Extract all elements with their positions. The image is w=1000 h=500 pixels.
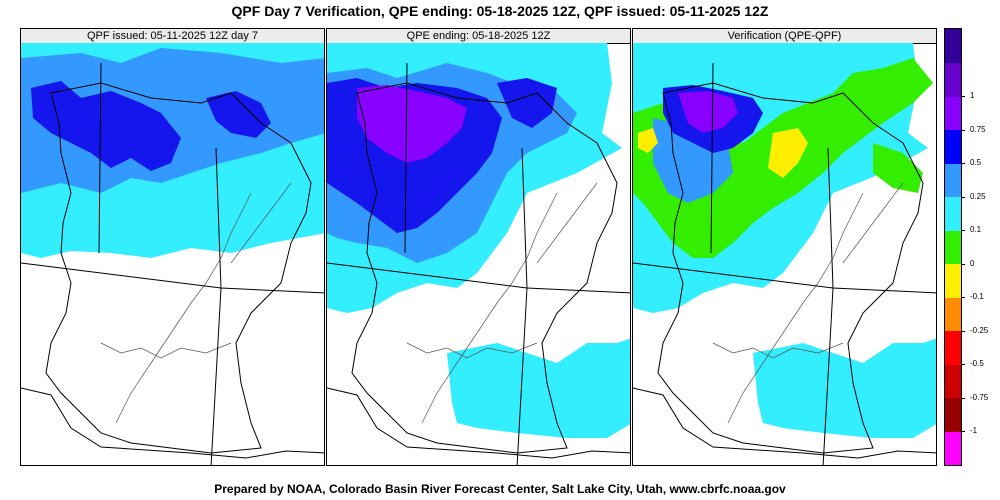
legend-tick-mark (961, 397, 965, 399)
verification-map (633, 43, 936, 465)
state-boundary (21, 387, 324, 459)
heavy-precip-area-east (497, 78, 557, 128)
legend-tick-label: 1 (970, 91, 975, 101)
legend-tick-label: 0 (970, 258, 975, 268)
legend-tick-mark (961, 129, 965, 131)
positive-mid-diff-west (638, 128, 658, 153)
extreme-precip-area (357, 85, 467, 163)
legend-swatch (945, 196, 961, 231)
river-line (712, 342, 844, 359)
rivers (406, 182, 598, 424)
basin-boundaries (21, 62, 324, 465)
legend-tick-mark (961, 196, 965, 198)
footer-credit: Prepared by NOAA, Colorado Basin River F… (214, 482, 786, 496)
precip-field (21, 43, 324, 258)
precip-field (327, 43, 630, 438)
state-boundary (633, 387, 936, 459)
river-line (230, 182, 292, 264)
legend-tick-mark (961, 163, 965, 165)
qpe-panel-header: QPE ending: 05-18-2025 12Z (327, 29, 630, 44)
verification-panel-header: Verification (QPE-QPF) (633, 29, 936, 44)
legend-tick-label: -0.25 (970, 325, 989, 335)
legend-tick-label: -0.1 (970, 292, 984, 302)
legend-swatch (945, 62, 961, 97)
legend-swatch (945, 364, 961, 399)
river-line (842, 182, 904, 264)
basin-boundary (45, 82, 312, 454)
qpf-panel: QPF issued: 05-11-2025 12Z day 7 (20, 28, 325, 466)
qpf-panel-header: QPF issued: 05-11-2025 12Z day 7 (21, 29, 324, 44)
basin-boundaries (633, 62, 936, 465)
legend-swatch (945, 431, 961, 466)
positive-small-diff-east (873, 143, 923, 193)
state-boundary (210, 147, 222, 465)
legend-tick-mark (961, 96, 965, 98)
legend-swatch (945, 330, 961, 365)
basin-boundary (351, 82, 618, 454)
legend-tick-label: -0.5 (970, 359, 984, 369)
heavy-precip-area-east (206, 91, 271, 138)
color-legend (944, 28, 962, 466)
rivers (100, 182, 292, 424)
basin-boundary (657, 82, 924, 454)
legend-tick-mark (961, 297, 965, 299)
legend-tick-mark (961, 330, 965, 332)
qpf-map (21, 43, 324, 465)
verification-panel: Verification (QPE-QPF) (632, 28, 937, 466)
rivers (712, 182, 904, 424)
river-line (536, 182, 598, 264)
light-precip-area-south (447, 338, 630, 438)
state-boundary (98, 62, 102, 254)
state-boundary (327, 387, 630, 459)
legend-tick-mark (961, 263, 965, 265)
extreme-diff-area (678, 91, 738, 133)
legend-tick-mark (961, 230, 965, 232)
legend-tick-label: 0.25 (970, 191, 986, 201)
positive-mid-diff-area (768, 128, 808, 178)
river-line (421, 192, 558, 424)
legend-tick-mark (961, 364, 965, 366)
legend-tick-label: 0.75 (970, 124, 986, 134)
river-line (406, 342, 538, 359)
legend-swatch (945, 397, 961, 432)
legend-tick-label: 0.5 (970, 158, 982, 168)
state-boundary (516, 147, 528, 465)
state-boundary (21, 262, 324, 294)
state-boundary (822, 147, 834, 465)
basin-boundaries (327, 62, 630, 465)
legend-swatch (945, 129, 961, 164)
qpe-map (327, 43, 630, 465)
legend-tick-label: -0.75 (970, 392, 989, 402)
figure-title: QPF Day 7 Verification, QPE ending: 05-1… (231, 3, 769, 19)
legend-swatch (945, 29, 961, 64)
heavy-precip-area (31, 81, 181, 171)
legend-swatch (945, 163, 961, 198)
state-boundary (710, 62, 714, 254)
river-line (115, 192, 252, 424)
legend-swatch (945, 263, 961, 298)
legend-tick-label: -1 (970, 426, 978, 436)
legend-swatch (945, 96, 961, 131)
legend-swatch (945, 230, 961, 265)
legend-tick-mark (961, 431, 965, 433)
state-boundary (404, 62, 408, 254)
river-line (100, 342, 232, 359)
qpe-panel: QPE ending: 05-18-2025 12Z (326, 28, 631, 466)
light-diff-area-south (753, 338, 936, 438)
legend-swatch (945, 297, 961, 332)
river-line (727, 192, 864, 424)
legend-tick-label: 0.1 (970, 225, 982, 235)
difference-field (633, 43, 936, 438)
